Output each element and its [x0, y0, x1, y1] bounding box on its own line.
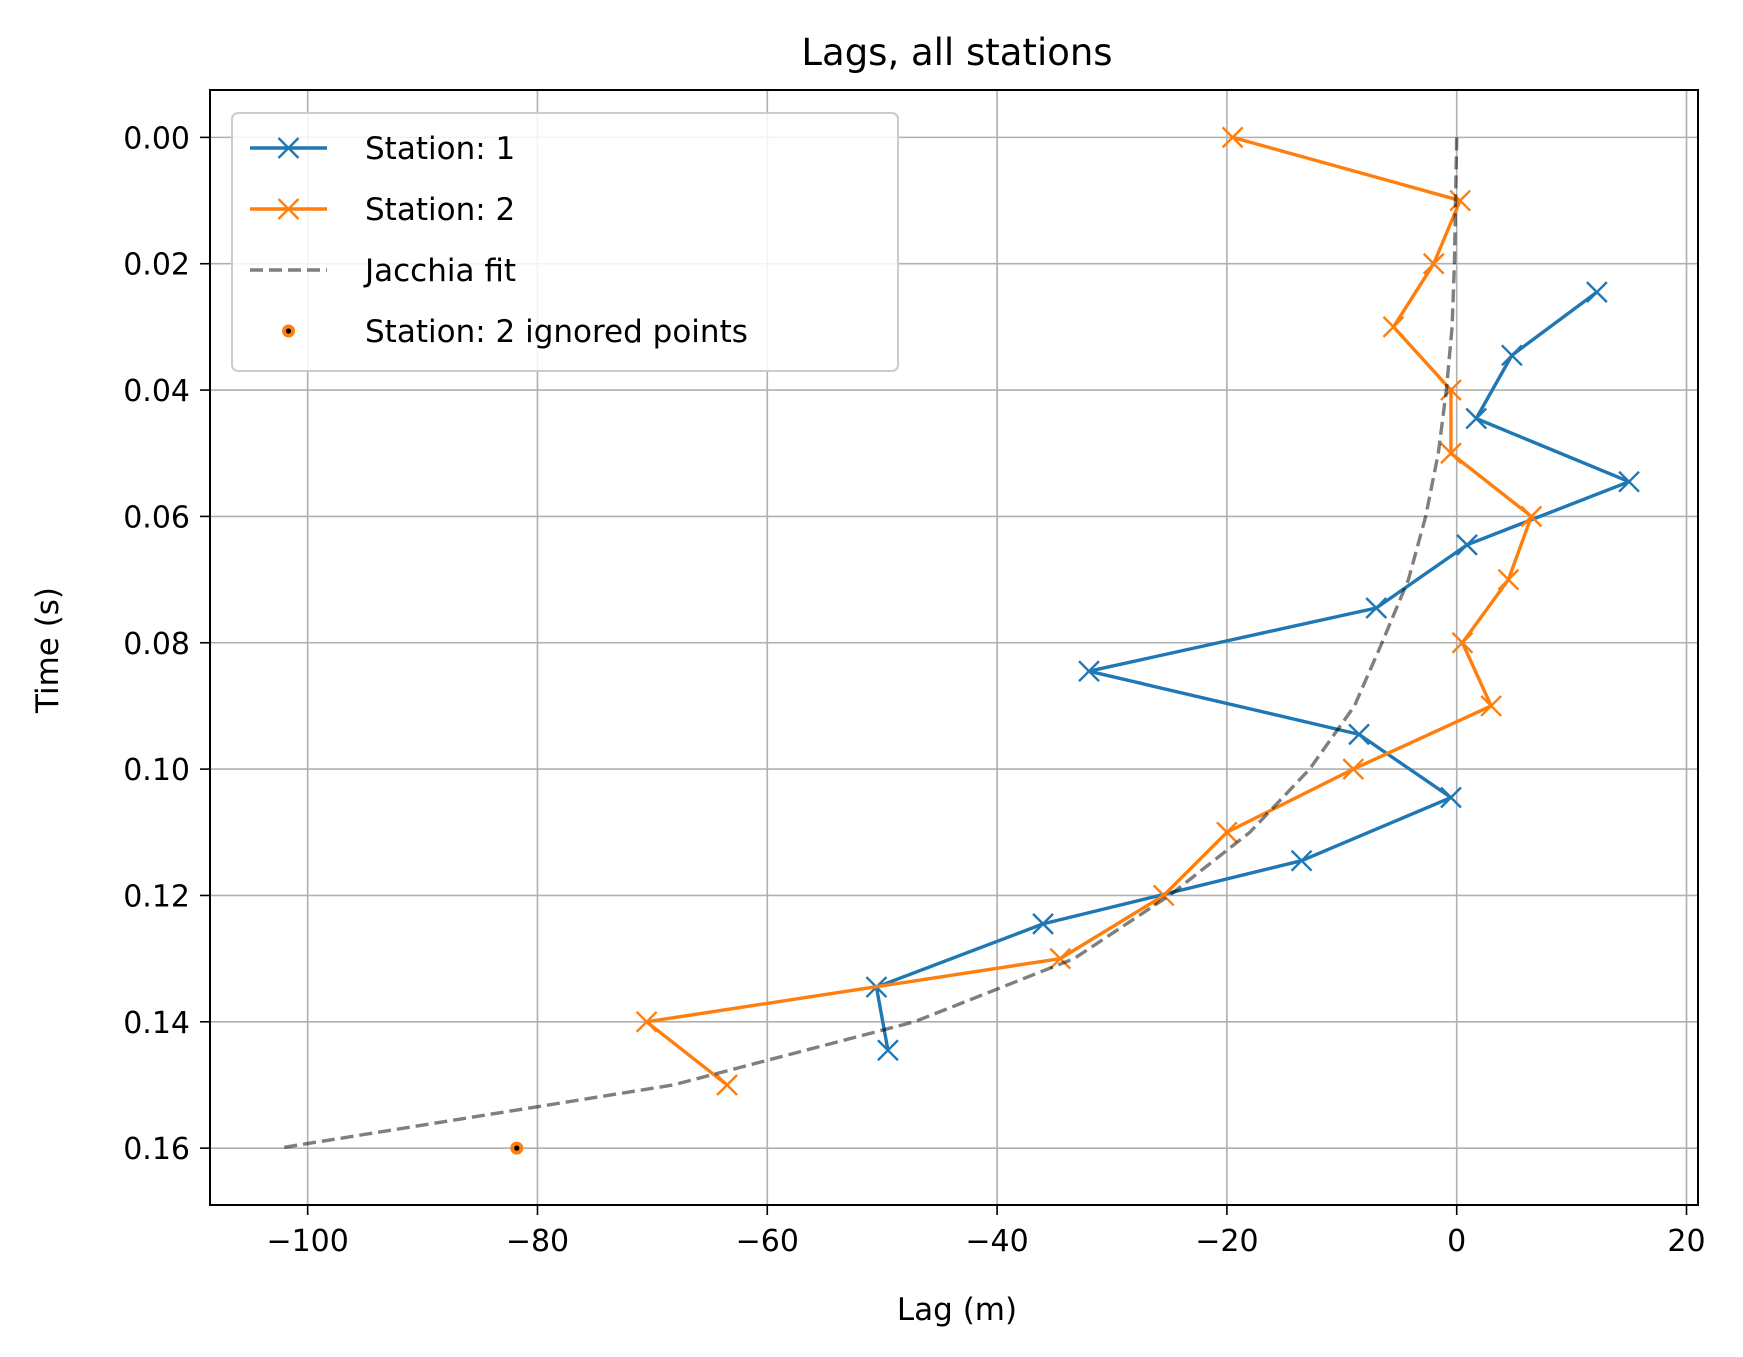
- y-tick-label: 0.10: [123, 753, 190, 788]
- legend-label: Jacchia fit: [363, 253, 516, 289]
- chart-title: Lags, all stations: [801, 31, 1112, 74]
- station-2-point: [1422, 252, 1445, 275]
- station-1-point: [1032, 913, 1054, 935]
- y-axis-label: Time (s): [30, 587, 66, 714]
- legend-label: Station: 1: [365, 131, 515, 167]
- legend-label: Station: 2: [365, 192, 515, 228]
- axis-ticks: −100 −80 −60 −40 −20 0 20 0.00 0.02 0.04 0.06 0.08 0…: [123, 121, 1705, 1259]
- y-tick-label: 0.08: [123, 627, 190, 662]
- legend-swatch-marker: [282, 324, 295, 338]
- y-tick-label: 0.00: [123, 121, 190, 156]
- station-2-point: [1382, 316, 1405, 338]
- station-2-point: [1440, 442, 1462, 465]
- legend-entry-station-1: Station: 1: [250, 131, 515, 167]
- station-2-point: [1342, 758, 1365, 780]
- legend: Station: 1 Station: 2 Jacchia fit Station: …: [231, 112, 899, 372]
- station-2-point: [1480, 695, 1503, 717]
- station-2-point: [1497, 568, 1520, 591]
- station-1-line: [874, 290, 1631, 1051]
- y-tick-label: 0.04: [123, 374, 190, 409]
- x-tick-label: 0: [1447, 1224, 1466, 1259]
- legend-label: Station: 2 ignored points: [365, 314, 748, 350]
- legend-entry-station-2-ignored-points: Station: 2 ignored points: [282, 314, 748, 350]
- legend-swatch-marker: [277, 198, 300, 220]
- station-1-point: [1078, 660, 1100, 683]
- station-1-point: [1348, 723, 1370, 746]
- station-2-line: [644, 135, 1534, 1087]
- x-tick-label: −20: [1195, 1224, 1258, 1259]
- x-tick-label: −40: [965, 1224, 1028, 1259]
- station-2-point: [1520, 505, 1543, 528]
- station-1-point: [1586, 281, 1608, 304]
- legend-box: [231, 112, 899, 372]
- x-tick-label: 20: [1667, 1224, 1705, 1259]
- station-2-ignored-points-point: [510, 1141, 524, 1155]
- station-1-point: [1290, 849, 1313, 872]
- station-1-point: [877, 1039, 899, 1062]
- station-2-point: [1451, 631, 1474, 654]
- station-2-point: [1449, 189, 1471, 212]
- y-tick-label: 0.12: [123, 879, 190, 914]
- x-tick-label: −100: [266, 1224, 348, 1259]
- station-2-point: [1221, 126, 1244, 149]
- station-1-point: [1465, 407, 1488, 430]
- station-2-point: [635, 1010, 658, 1033]
- station-2-point: [1049, 947, 1072, 970]
- station-1-point: [1501, 344, 1523, 367]
- station-1-point: [1618, 470, 1640, 493]
- station-2-point: [716, 1074, 738, 1096]
- y-tick-label: 0.16: [123, 1132, 190, 1167]
- x-axis-label: Lag (m): [897, 1292, 1017, 1328]
- legend-entry-station-2: Station: 2: [250, 192, 515, 228]
- legend-swatch-marker: [277, 137, 300, 159]
- series-layer: [278, 126, 1640, 1155]
- y-tick-label: 0.14: [123, 1006, 190, 1041]
- jacchia-fit-line: [278, 137, 1459, 1150]
- x-tick-label: −60: [736, 1224, 799, 1259]
- y-tick-label: 0.02: [123, 248, 190, 283]
- station-2-point: [1216, 821, 1238, 844]
- y-tick-label: 0.06: [123, 500, 190, 535]
- station-1-point: [1440, 786, 1462, 809]
- x-tick-label: −80: [506, 1224, 569, 1259]
- station-1-point: [1456, 533, 1478, 556]
- legend-entry-jacchia-fit: Jacchia fit: [250, 253, 516, 289]
- station-1-point: [1365, 597, 1388, 619]
- plot-frame: [209, 89, 1699, 1206]
